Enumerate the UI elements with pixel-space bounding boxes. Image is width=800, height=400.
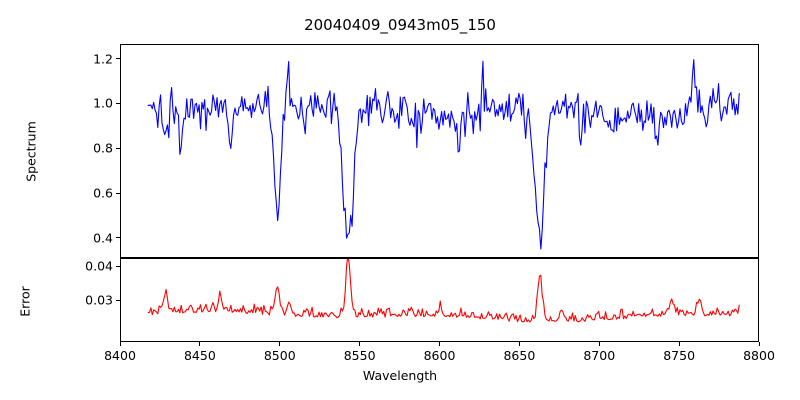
error-axis-label: Error bbox=[17, 286, 33, 317]
x-axis-tick-label: 8650 bbox=[503, 348, 536, 363]
error-ytick-label: 0.04 bbox=[85, 258, 113, 274]
x-axis-tick-mark bbox=[279, 342, 281, 346]
spectrum-trace bbox=[147, 59, 740, 250]
spectrum-ytick-mark bbox=[116, 192, 120, 194]
page-title: 20040409_0943m05_150 bbox=[304, 16, 496, 34]
spectrum-axis-label: Spectrum bbox=[23, 121, 39, 182]
spectrum-ytick-label: 0.6 bbox=[93, 185, 113, 201]
x-axis-tick-mark bbox=[598, 342, 600, 346]
x-axis-tick-label: 8450 bbox=[183, 348, 216, 363]
x-axis-tick-mark bbox=[119, 342, 121, 346]
spectrum-ytick-label: 0.4 bbox=[93, 230, 113, 246]
x-axis-tick-label: 8750 bbox=[663, 348, 696, 363]
x-axis-tick-mark bbox=[359, 342, 361, 346]
spectrum-ytick-mark bbox=[116, 147, 120, 149]
x-axis-tick-mark bbox=[439, 342, 441, 346]
spectrum-ytick-mark bbox=[116, 102, 120, 104]
error-ytick-label: 0.03 bbox=[85, 292, 113, 308]
spectrum-ytick-mark bbox=[116, 237, 120, 239]
error-ytick-mark bbox=[116, 299, 120, 301]
x-axis-tick-mark bbox=[199, 342, 201, 346]
x-axis-tick-label: 8600 bbox=[423, 348, 456, 363]
spectrum-ytick-label: 0.8 bbox=[93, 140, 113, 156]
x-axis-tick-label: 8400 bbox=[104, 348, 136, 363]
x-axis-tick-mark bbox=[678, 342, 680, 346]
x-axis-tick-label: 8800 bbox=[743, 348, 775, 363]
spectrum-ytick-label: 1.2 bbox=[93, 51, 113, 67]
error-y-axis: 0.03 0.04 bbox=[0, 0, 113, 400]
x-axis-tick-label: 8500 bbox=[263, 348, 296, 363]
spectrum-ytick-mark bbox=[116, 58, 120, 60]
error-ytick-mark bbox=[116, 265, 120, 267]
spectrum-ytick-label: 1.0 bbox=[93, 95, 113, 111]
spectrum-plot-panel bbox=[120, 44, 759, 258]
error-plot-panel bbox=[120, 258, 759, 342]
error-trace bbox=[147, 259, 740, 323]
x-axis-tick-mark bbox=[758, 342, 760, 346]
spectrum-y-axis: 0.4 0.6 0.8 1.0 1.2 bbox=[0, 0, 113, 400]
x-axis-tick-mark bbox=[518, 342, 520, 346]
x-axis-tick-label: 8700 bbox=[583, 348, 616, 363]
wavelength-axis-label: Wavelength bbox=[362, 368, 438, 383]
x-axis-tick-label: 8550 bbox=[343, 348, 376, 363]
